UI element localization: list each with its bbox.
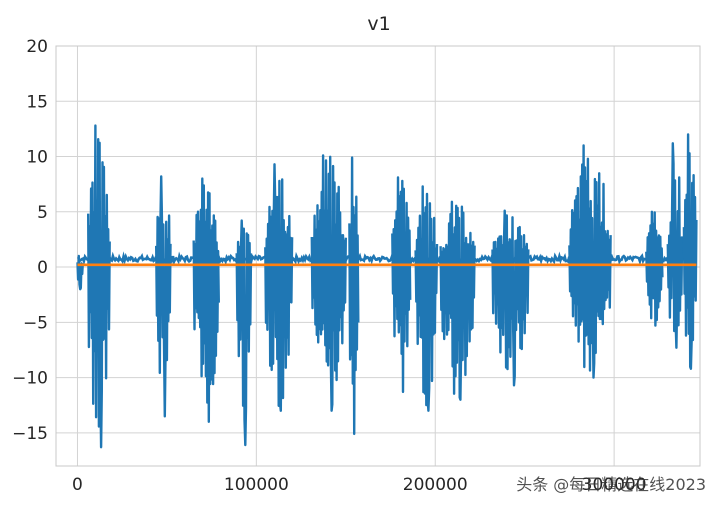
plot-frame (55, 45, 701, 467)
x-tick-label: 300000 (582, 475, 647, 495)
x-tick-label: 100000 (224, 475, 289, 495)
signal-burst-path (568, 144, 612, 379)
signal-burst (666, 142, 684, 349)
watermark: 头条 @每日精选在线2023 (516, 475, 706, 494)
signal-burst (568, 144, 612, 379)
signal-burst-path (348, 156, 360, 436)
signal-burst-path (192, 177, 220, 423)
signal-burst-path (76, 254, 84, 291)
y-tick-label: 10 (26, 148, 48, 168)
signal-burst (439, 200, 476, 401)
y-tick-label: 0 (37, 258, 48, 278)
x-axis-ticks: 0 100000 200000 300000 (72, 475, 647, 495)
signal-burst (310, 154, 347, 412)
signal-burst-path (439, 200, 476, 401)
signal-burst (491, 209, 530, 387)
signal-burst-path (391, 176, 412, 394)
y-tick-label: −10 (12, 369, 48, 389)
y-tick-label: 15 (26, 92, 48, 112)
signal-burst-path (645, 210, 664, 327)
signal-burst (87, 124, 111, 449)
signal-burst-path (491, 209, 530, 387)
signal-burst-path (682, 133, 698, 370)
signal-burst (76, 254, 84, 291)
signal-burst (155, 175, 172, 418)
signal-burst-path (310, 154, 347, 412)
signal-burst-path (414, 185, 439, 412)
signal-burst (391, 176, 412, 394)
signal-burst-path (666, 142, 684, 349)
series-layer (76, 124, 698, 449)
signal-burst (645, 210, 664, 327)
signal-burst (414, 185, 439, 412)
signal-burst-path (87, 124, 111, 449)
y-tick-label: −5 (23, 313, 48, 333)
signal-burst-path (155, 175, 172, 418)
signal-burst (348, 156, 360, 436)
y-tick-label: 5 (37, 203, 48, 223)
x-tick-label: 200000 (403, 475, 468, 495)
y-tick-label: 20 (26, 37, 48, 57)
signal-burst-path (235, 219, 253, 447)
y-tick-label: −15 (12, 424, 48, 444)
chart-title: v1 (367, 13, 390, 35)
signal-burst (235, 219, 253, 447)
signal-burst (682, 133, 698, 370)
signal-burst (192, 177, 220, 423)
x-tick-label: 0 (72, 475, 83, 495)
y-axis-ticks: −15 −10 −5 0 5 10 15 20 (12, 37, 48, 444)
